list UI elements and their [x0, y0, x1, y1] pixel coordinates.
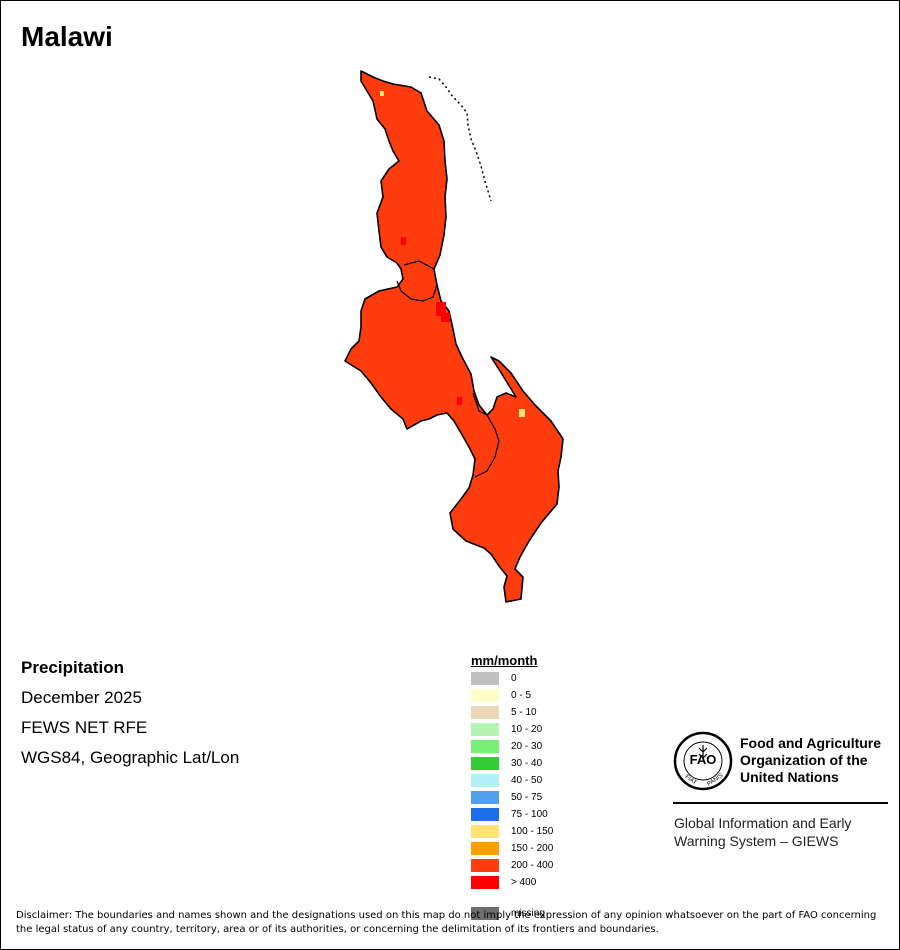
pixel-over-400-central-b [441, 313, 450, 322]
legend-label: 0 [511, 673, 517, 684]
projection-label: WGS84, Geographic Lat/Lon [21, 748, 240, 767]
legend-label: 5 - 10 [511, 707, 537, 718]
legend-label: 150 - 200 [511, 843, 554, 854]
legend-item: 50 - 75 [471, 791, 671, 804]
legend-label: 20 - 30 [511, 741, 543, 752]
legend-swatch [471, 672, 499, 685]
map-title: Malawi [21, 21, 113, 52]
legend-label: 50 - 75 [511, 792, 543, 803]
period-label: December 2025 [21, 688, 142, 707]
legend-label: 200 - 400 [511, 860, 554, 871]
legend-label: missing [511, 908, 545, 919]
legend-label: 0 - 5 [511, 690, 532, 701]
legend-swatch [471, 706, 499, 719]
legend-item: > 400 [471, 876, 671, 889]
legend-item: 150 - 200 [471, 842, 671, 855]
source-label: FEWS NET RFE [21, 718, 148, 737]
fao-logo-icon: FAO FIAT PANIS [673, 731, 733, 791]
pixel-over-400-south [457, 397, 462, 405]
branding-divider [673, 802, 888, 804]
legend-label: 100 - 150 [511, 826, 554, 837]
variable-label: Precipitation [21, 658, 124, 677]
legend-swatch [471, 723, 499, 736]
legend-title: mm/month [471, 653, 538, 668]
legend-swatch [471, 842, 499, 855]
giews-name: Global Information and Early Warning Sys… [674, 815, 852, 849]
legend-label: 30 - 40 [511, 758, 543, 769]
region-boundary-north-central [396, 260, 438, 302]
legend-label: 40 - 50 [511, 775, 543, 786]
legend-item: 100 - 150 [471, 825, 671, 838]
legend-item: 0 [471, 672, 671, 685]
legend-swatch [471, 808, 499, 821]
legend-swatch [471, 859, 499, 872]
legend-swatch [471, 825, 499, 838]
region-boundary-central-south [472, 392, 500, 478]
legend-item: 0 - 5 [471, 689, 671, 702]
disclaimer: Disclaimer: The boundaries and names sho… [16, 910, 877, 935]
legend-swatch [471, 689, 499, 702]
legend-label: 75 - 100 [511, 809, 548, 820]
legend-item: 75 - 100 [471, 808, 671, 821]
legend-swatch [471, 907, 499, 920]
pixel-100-150-east [519, 409, 525, 417]
legend-item: 20 - 30 [471, 740, 671, 753]
legend-item: 200 - 400 [471, 859, 671, 872]
legend-item: missing [471, 907, 671, 920]
organization-name: Food and Agriculture Organization of the… [740, 735, 882, 785]
legend-label: 10 - 20 [511, 724, 543, 735]
fao-logo-text: FAO [690, 752, 717, 767]
legend-item: 10 - 20 [471, 723, 671, 736]
pixel-over-400-central-a [436, 302, 446, 316]
legend-item: 40 - 50 [471, 774, 671, 787]
legend-item: 30 - 40 [471, 757, 671, 770]
legend-swatch [471, 876, 499, 889]
legend-swatch [471, 791, 499, 804]
pixel-100-150-north [380, 91, 384, 96]
country-shape [344, 70, 564, 603]
legend-label: > 400 [511, 877, 537, 888]
legend-swatch [471, 740, 499, 753]
lake-shoreline [428, 76, 492, 202]
legend-item: 5 - 10 [471, 706, 671, 719]
pixel-over-400-north [401, 237, 406, 245]
legend-swatch [471, 774, 499, 787]
legend-swatch [471, 757, 499, 770]
